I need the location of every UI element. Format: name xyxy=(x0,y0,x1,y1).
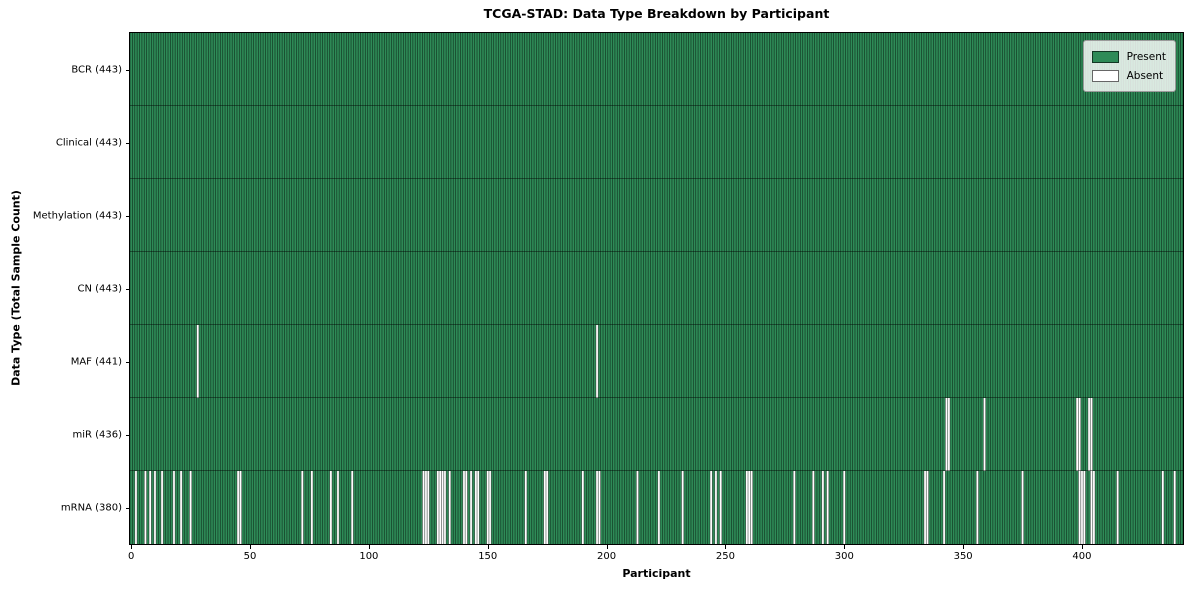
x-tick-label-150: 150 xyxy=(478,551,498,562)
x-tick-mark xyxy=(487,545,489,549)
x-tick-label-50: 50 xyxy=(243,551,257,562)
y-tick-label-MAF: MAF (441) xyxy=(70,356,122,367)
y-tick-label-Methylation: Methylation (443) xyxy=(32,210,122,221)
y-tick-label-CN: CN (443) xyxy=(77,283,122,294)
absent-swatch xyxy=(1091,69,1119,82)
present-swatch xyxy=(1091,50,1119,63)
x-tick-mark xyxy=(844,545,846,549)
legend: Present Absent xyxy=(1082,40,1176,92)
x-tick-mark xyxy=(1081,545,1083,549)
x-tick-label-300: 300 xyxy=(834,551,854,562)
plot-area: Present Absent xyxy=(129,32,1184,545)
x-tick-label-0: 0 xyxy=(128,551,135,562)
y-tick-mark xyxy=(126,361,130,363)
x-tick-mark xyxy=(606,545,608,549)
y-tick-mark xyxy=(126,288,130,290)
x-tick-mark xyxy=(963,545,965,549)
y-tick-mark xyxy=(126,215,130,217)
legend-label-absent: Absent xyxy=(1126,69,1164,82)
y-tick-label-miR: miR (436) xyxy=(72,429,122,440)
x-tick-label-400: 400 xyxy=(1072,551,1092,562)
y-tick-mark xyxy=(126,69,130,71)
y-tick-label-BCR: BCR (443) xyxy=(71,64,122,75)
y-tick-mark xyxy=(126,507,130,509)
heatmap-canvas xyxy=(130,33,1183,544)
x-tick-label-350: 350 xyxy=(953,551,973,562)
x-axis-label: Participant xyxy=(622,567,691,580)
x-tick-mark xyxy=(250,545,252,549)
x-tick-mark xyxy=(131,545,133,549)
x-tick-mark xyxy=(725,545,727,549)
chart-title: TCGA-STAD: Data Type Breakdown by Partic… xyxy=(483,6,830,21)
y-tick-label-Clinical: Clinical (443) xyxy=(55,137,122,148)
legend-label-present: Present xyxy=(1126,50,1166,63)
y-tick-label-mRNA: mRNA (380) xyxy=(60,502,122,513)
legend-item-absent: Absent xyxy=(1091,66,1166,85)
x-tick-label-100: 100 xyxy=(359,551,379,562)
x-tick-mark xyxy=(368,545,370,549)
y-tick-mark xyxy=(126,434,130,436)
x-tick-label-200: 200 xyxy=(597,551,617,562)
legend-item-present: Present xyxy=(1091,47,1166,66)
y-tick-mark xyxy=(126,142,130,144)
x-tick-label-250: 250 xyxy=(715,551,735,562)
